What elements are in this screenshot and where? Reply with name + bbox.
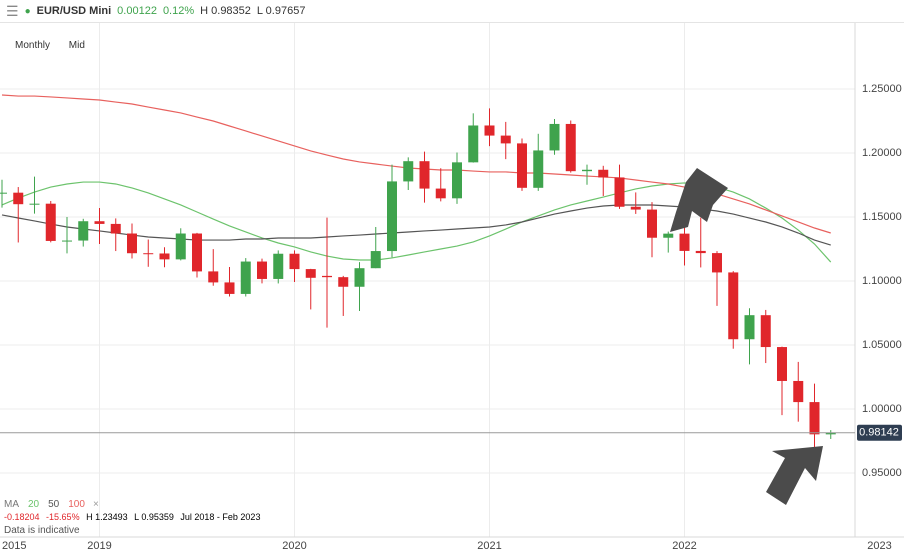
high: H 1.23493 — [86, 512, 128, 522]
status-dot: ● — [24, 5, 31, 17]
last-price-tag — [857, 424, 902, 441]
change-pct: -15.65% — [46, 512, 80, 522]
candle-body — [663, 233, 674, 238]
change: -0.18204 — [4, 512, 40, 522]
candle-body — [257, 261, 267, 279]
candle-body — [419, 161, 430, 189]
header: ☰ ● EUR/USD Mini 0.00122 0.12% H 0.98352… — [0, 0, 904, 23]
candle-body — [435, 188, 446, 199]
candle-body — [533, 150, 544, 188]
candle-body — [744, 315, 755, 340]
candle-body — [760, 315, 771, 348]
candle-body — [387, 181, 397, 252]
candle-body — [305, 269, 316, 278]
candle-body — [289, 253, 300, 270]
candle-body — [647, 209, 657, 238]
candle-body — [354, 268, 365, 287]
candle-body — [712, 253, 722, 273]
y-tick-label: 1.05000 — [862, 339, 902, 351]
change: 0.00122 — [117, 5, 157, 17]
ma-legend: MA 20 50 100 × — [4, 498, 264, 511]
ma-legend-entry[interactable]: 50 — [48, 499, 60, 510]
y-tick-label: 1.00000 — [862, 403, 902, 415]
candle-body — [452, 162, 462, 199]
candle-body — [110, 223, 121, 234]
x-start-label: 2015 — [2, 540, 26, 552]
interval[interactable]: Monthly — [15, 40, 51, 51]
candle-body — [0, 192, 7, 194]
ma-label: MA — [4, 499, 19, 510]
candle-body — [614, 177, 625, 207]
candle-body — [370, 251, 381, 269]
change-pct: 0.12% — [162, 5, 195, 17]
chart-settings: Monthly Mid — [15, 40, 101, 51]
candle-body — [695, 250, 706, 254]
y-tick-label: 0.95000 — [862, 467, 902, 479]
y-tick-label: 1.20000 — [862, 147, 902, 159]
candle-body — [598, 169, 609, 178]
candle-body — [549, 123, 560, 151]
candle-body — [143, 253, 154, 255]
candle-body — [630, 206, 641, 210]
y-tick-label: 1.10000 — [862, 275, 902, 287]
x-tick-label: 2022 — [672, 540, 696, 552]
candle-body — [517, 143, 527, 188]
low: L 0.97657 — [256, 5, 306, 17]
y-tick-label: 1.15000 — [862, 211, 902, 223]
close-icon[interactable]: × — [92, 499, 99, 510]
candle-body — [273, 253, 284, 279]
candle-body — [45, 203, 56, 241]
ma-entries: 20 50 100 — [23, 499, 89, 510]
arrow-down — [670, 168, 728, 232]
x-tick-label: 2021 — [477, 540, 501, 552]
price-type[interactable]: Mid — [68, 40, 85, 51]
candle-body — [78, 221, 89, 241]
high: H 0.98352 — [200, 5, 251, 17]
symbol[interactable]: EUR/USD Mini — [36, 5, 112, 17]
candle-body — [94, 221, 105, 224]
candle-body — [825, 432, 836, 435]
note: Data is indicative — [4, 525, 80, 536]
candle-body — [159, 253, 170, 260]
candle-body — [127, 233, 137, 254]
candle-body — [13, 192, 24, 205]
candle-body — [62, 240, 72, 242]
x-tick-label: 2019 — [87, 540, 111, 552]
candle-body — [224, 282, 235, 294]
last-price-label: 0.98142 — [859, 427, 899, 439]
footer: MA 20 50 100 × -0.18204 -15.65% H 1.23493 L … — [4, 498, 264, 537]
candle-body — [582, 169, 592, 172]
candle-body — [175, 233, 186, 260]
candle-body — [679, 233, 690, 251]
ma-legend-entry[interactable]: 20 — [28, 499, 40, 510]
candle-body — [468, 125, 479, 163]
candle-body — [777, 347, 787, 381]
candle-body — [500, 135, 511, 144]
candle-body — [338, 277, 349, 287]
candle-body — [809, 402, 820, 435]
low: L 0.95359 — [134, 512, 174, 522]
candle-body — [793, 380, 804, 403]
y-tick-label: 1.25000 — [862, 83, 902, 95]
candle-body — [322, 275, 332, 278]
menu-icon[interactable]: ☰ — [6, 2, 19, 19]
candle-body — [728, 272, 739, 340]
x-tick-label: 2023 — [867, 540, 891, 552]
arrow-up — [766, 446, 823, 505]
candle-body — [240, 261, 251, 294]
range: Jul 2018 - Feb 2023 — [180, 512, 261, 522]
ma-legend-entry[interactable]: 100 — [68, 499, 85, 510]
candle-body — [29, 203, 40, 205]
candle-body — [403, 161, 414, 182]
candle-body — [208, 271, 219, 283]
candle-body — [565, 123, 576, 172]
stats: -0.18204 -15.65% H 1.23493 L 0.95359 Jul… — [4, 511, 264, 524]
candle-body — [192, 233, 202, 272]
x-tick-label: 2020 — [282, 540, 306, 552]
candle-body — [484, 125, 495, 136]
